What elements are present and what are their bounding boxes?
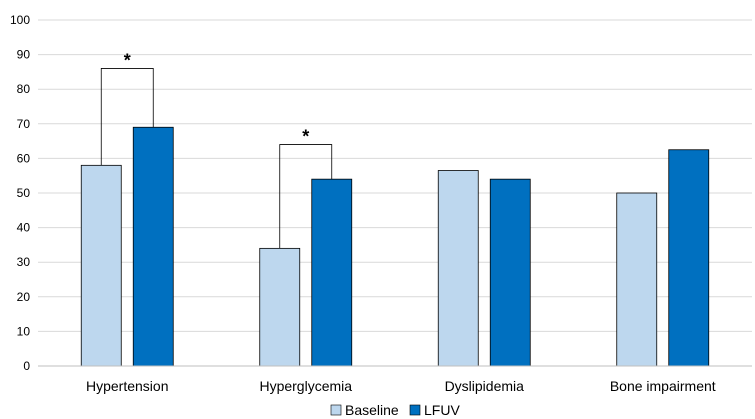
y-tick-label: 70 <box>17 117 31 131</box>
legend: Baseline LFUV <box>330 402 460 418</box>
y-tick-label: 40 <box>17 221 31 235</box>
bar-baseline-3 <box>616 192 658 367</box>
y-tick-label: 80 <box>17 82 31 96</box>
category-label: Hyperglycemia <box>259 378 352 394</box>
bar-baseline-1 <box>259 247 301 367</box>
y-tick-label: 20 <box>17 290 31 304</box>
bar-lfuv-3 <box>668 149 710 367</box>
bar-lfuv-0 <box>132 126 174 367</box>
y-tick-label: 30 <box>17 255 31 269</box>
significance-annotations: ** <box>100 50 333 249</box>
bar-lfuv-2 <box>489 178 531 367</box>
significance-star: * <box>124 50 131 70</box>
significance-bracket <box>100 68 154 166</box>
bar-baseline-0 <box>80 164 122 367</box>
y-tick-label: 90 <box>17 48 31 62</box>
y-axis-ticks: 0 10 20 30 40 50 60 70 80 90 100 <box>10 13 30 373</box>
category-label: Dyslipidemia <box>445 378 525 394</box>
legend-swatch-baseline <box>330 404 342 416</box>
y-tick-label: 10 <box>17 324 31 338</box>
category-label: Hypertension <box>86 378 169 394</box>
bars <box>80 126 710 367</box>
y-tick-label: 50 <box>17 186 31 200</box>
y-tick-label: 0 <box>23 359 30 373</box>
significance-bracket <box>279 144 333 249</box>
significance-star: * <box>302 127 309 147</box>
bar-lfuv-1 <box>311 178 353 367</box>
y-tick-label: 100 <box>10 13 30 27</box>
y-tick-label: 60 <box>17 151 31 165</box>
legend-label-lfuv: LFUV <box>424 402 460 418</box>
category-label: Bone impairment <box>610 378 716 394</box>
x-axis-category-labels: Hypertension Hyperglycemia Dyslipidemia Bon… <box>86 378 716 394</box>
legend-label-baseline: Baseline <box>345 402 399 418</box>
bar-baseline-2 <box>437 170 479 367</box>
legend-swatch-lfuv <box>409 404 421 416</box>
